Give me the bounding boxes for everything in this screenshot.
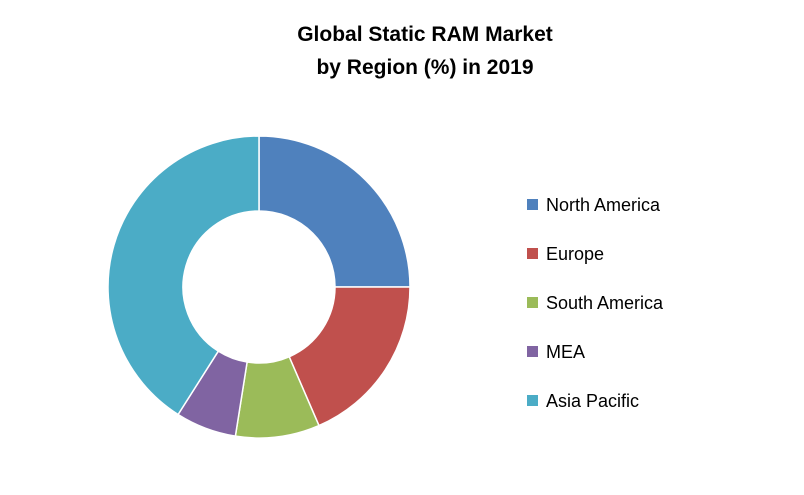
legend-item-south-america: South America	[527, 278, 787, 327]
chart-title-line-2: by Region (%) in 2019	[316, 56, 534, 79]
legend-swatch-south-america	[527, 297, 538, 308]
legend: North America Europe South America MEA A…	[527, 180, 787, 425]
legend-label-asia-pacific: Asia Pacific	[546, 390, 640, 411]
donut-slice-asia-pacific	[107, 135, 260, 416]
legend-item-mea: MEA	[527, 327, 787, 376]
legend-item-asia-pacific: Asia Pacific	[527, 376, 787, 425]
legend-swatch-north-america	[527, 199, 538, 210]
chart-title: Global Static RAM Market by Region (%) i…	[150, 18, 700, 84]
legend-label-south-america: South America	[546, 292, 664, 313]
legend-label-mea: MEA	[546, 341, 586, 362]
chart-title-line-1: Global Static RAM Market	[297, 23, 553, 46]
legend-label-north-america: North America	[546, 194, 661, 215]
donut-slice-north-america	[258, 135, 411, 288]
legend-swatch-mea	[527, 346, 538, 357]
legend-swatch-asia-pacific	[527, 395, 538, 406]
legend-item-europe: Europe	[527, 229, 787, 278]
legend-item-north-america: North America	[527, 180, 787, 229]
donut-slice-europe	[288, 286, 411, 427]
legend-label-europe: Europe	[546, 243, 605, 264]
legend-swatch-europe	[527, 248, 538, 259]
